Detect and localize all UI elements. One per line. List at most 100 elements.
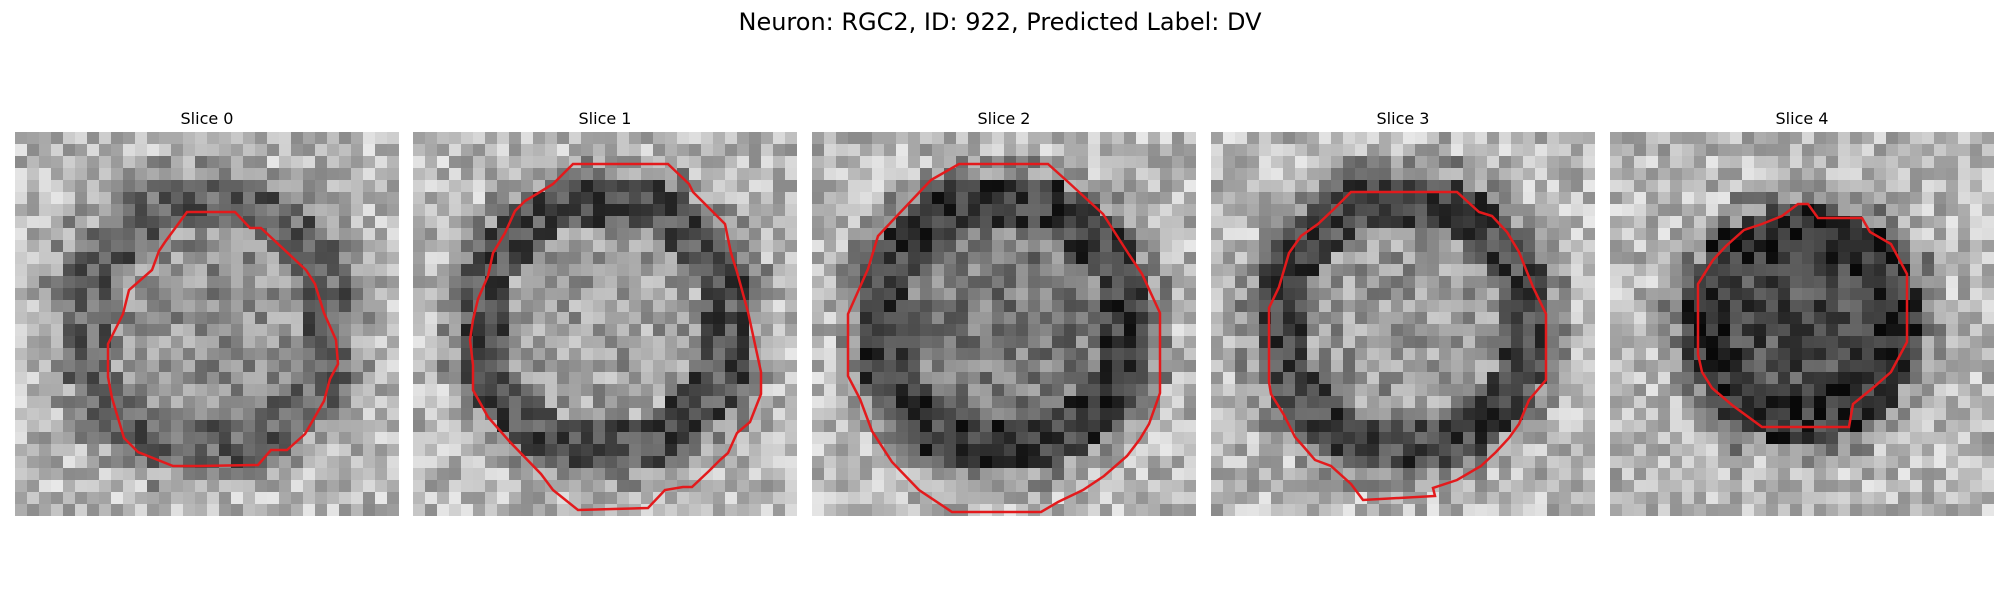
image-pixel	[1136, 492, 1149, 505]
image-pixel	[279, 204, 292, 217]
image-pixel	[1682, 456, 1695, 469]
image-pixel	[944, 228, 957, 241]
image-pixel	[147, 192, 160, 205]
image-pixel	[1184, 348, 1196, 361]
image-pixel	[1112, 180, 1125, 193]
image-pixel	[605, 360, 618, 373]
image-pixel	[581, 336, 594, 349]
image-pixel	[219, 264, 232, 277]
image-pixel	[824, 468, 837, 481]
image-pixel	[1646, 456, 1659, 469]
image-pixel	[1790, 348, 1803, 361]
image-pixel	[1451, 408, 1464, 421]
image-pixel	[1814, 384, 1827, 397]
image-pixel	[387, 456, 399, 469]
image-pixel	[1754, 144, 1767, 157]
image-pixel	[473, 132, 486, 145]
image-pixel	[593, 336, 606, 349]
image-pixel	[1754, 372, 1767, 385]
image-pixel	[497, 444, 510, 457]
image-pixel	[1463, 312, 1476, 325]
image-pixel	[1922, 240, 1935, 253]
image-pixel	[1160, 456, 1173, 469]
image-pixel	[195, 348, 208, 361]
image-pixel	[1778, 288, 1791, 301]
image-pixel	[51, 300, 64, 313]
image-pixel	[884, 396, 897, 409]
image-pixel	[761, 372, 774, 385]
image-pixel	[1658, 288, 1671, 301]
image-pixel	[1706, 180, 1719, 193]
image-pixel	[1571, 468, 1584, 481]
image-pixel	[1487, 288, 1500, 301]
image-pixel	[1343, 336, 1356, 349]
image-pixel	[171, 324, 184, 337]
image-pixel	[1379, 396, 1392, 409]
image-pixel	[1415, 204, 1428, 217]
image-pixel	[1934, 144, 1947, 157]
image-pixel	[243, 240, 256, 253]
image-pixel	[1658, 372, 1671, 385]
image-pixel	[497, 276, 510, 289]
image-pixel	[1319, 360, 1332, 373]
image-pixel	[63, 228, 76, 241]
image-pixel	[773, 384, 786, 397]
image-pixel	[473, 372, 486, 385]
image-pixel	[1583, 396, 1595, 409]
image-pixel	[485, 180, 498, 193]
image-pixel	[641, 324, 654, 337]
image-pixel	[63, 288, 76, 301]
image-pixel	[1124, 312, 1137, 325]
image-pixel	[1487, 468, 1500, 481]
image-pixel	[533, 360, 546, 373]
image-pixel	[171, 420, 184, 433]
image-pixel	[1571, 492, 1584, 505]
image-pixel	[387, 192, 399, 205]
image-pixel	[581, 444, 594, 457]
image-pixel	[1646, 444, 1659, 457]
image-pixel	[1910, 192, 1923, 205]
image-pixel	[1415, 264, 1428, 277]
image-pixel	[339, 336, 352, 349]
image-pixel	[1100, 228, 1113, 241]
image-pixel	[1136, 228, 1149, 241]
image-pixel	[1064, 384, 1077, 397]
image-pixel	[291, 384, 304, 397]
image-pixel	[1898, 216, 1911, 229]
image-pixel	[1427, 204, 1440, 217]
image-pixel	[689, 324, 702, 337]
image-pixel	[1391, 420, 1404, 433]
image-pixel	[375, 156, 388, 169]
image-pixel	[363, 216, 376, 229]
image-pixel	[956, 468, 969, 481]
image-pixel	[1052, 252, 1065, 265]
image-pixel	[1160, 336, 1173, 349]
image-pixel	[785, 204, 797, 217]
image-pixel	[968, 168, 981, 181]
image-pixel	[1583, 240, 1595, 253]
image-pixel	[545, 372, 558, 385]
image-pixel	[569, 216, 582, 229]
image-pixel	[1802, 348, 1815, 361]
image-pixel	[557, 240, 570, 253]
image-pixel	[147, 420, 160, 433]
image-pixel	[291, 288, 304, 301]
image-pixel	[485, 300, 498, 313]
image-pixel	[1547, 432, 1560, 445]
image-pixel	[63, 204, 76, 217]
image-pixel	[944, 264, 957, 277]
image-pixel	[243, 228, 256, 241]
image-pixel	[1124, 504, 1137, 516]
image-pixel	[884, 504, 897, 516]
image-pixel	[569, 144, 582, 157]
image-pixel	[1634, 156, 1647, 169]
image-pixel	[255, 324, 268, 337]
image-pixel	[1559, 372, 1572, 385]
image-pixel	[351, 336, 364, 349]
image-pixel	[75, 420, 88, 433]
image-pixel	[836, 480, 849, 493]
image-pixel	[207, 492, 220, 505]
image-pixel	[1547, 204, 1560, 217]
image-pixel	[1259, 432, 1272, 445]
image-pixel	[980, 396, 993, 409]
